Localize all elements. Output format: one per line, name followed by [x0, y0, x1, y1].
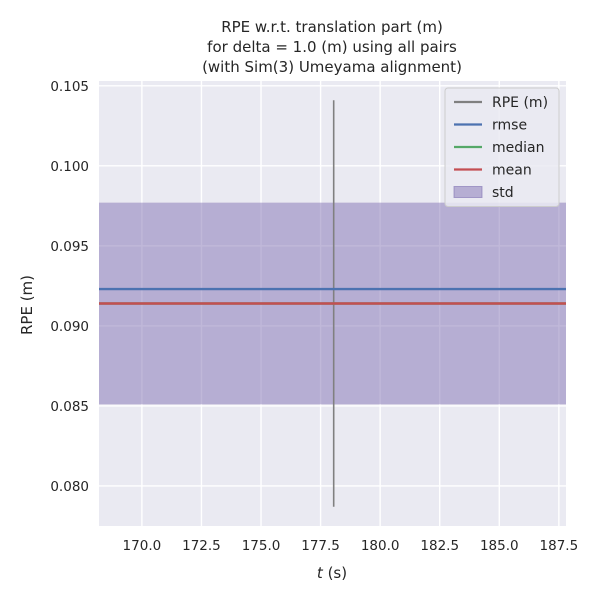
x-axis-label-unit: (s) — [323, 564, 347, 582]
x-tick-label: 175.0 — [242, 538, 281, 554]
x-tick-label: 170.0 — [123, 538, 162, 554]
y-tick-label: 0.085 — [50, 399, 89, 415]
tick-labels: 170.0 172.5 175.0 177.5 180.0 182.5 185.0 187.5… — [50, 79, 578, 554]
y-tick-label: 0.100 — [50, 159, 89, 175]
y-tick-label: 0.080 — [50, 479, 89, 495]
series-layer — [99, 100, 566, 507]
legend-label: RPE (m) — [492, 95, 548, 111]
chart-title-line-1: RPE w.r.t. translation part (m) — [221, 18, 443, 36]
y-tick-label: 0.090 — [50, 319, 89, 335]
chart-title-line-3: (with Sim(3) Umeyama alignment) — [202, 58, 462, 76]
y-tick-label: 0.105 — [50, 79, 89, 95]
legend-label: mean — [492, 163, 532, 179]
legend-label: std — [492, 185, 514, 201]
x-axis-label: t (s) — [317, 564, 347, 582]
chart-title: RPE w.r.t. translation part (m) for delt… — [202, 18, 462, 76]
legend-label: median — [492, 140, 544, 156]
legend-frame — [444, 87, 560, 207]
x-axis-label-var: t — [317, 564, 324, 582]
x-tick-label: 180.0 — [361, 538, 400, 554]
y-axis-label: RPE (m) — [18, 275, 36, 335]
x-tick-label: 187.5 — [540, 538, 579, 554]
legend: RPE (m) rmse median mean std — [444, 87, 560, 207]
x-tick-label: 182.5 — [420, 538, 459, 554]
x-tick-label: 177.5 — [301, 538, 340, 554]
chart-title-line-2: for delta = 1.0 (m) using all pairs — [207, 38, 457, 56]
legend-label: rmse — [492, 118, 527, 134]
x-tick-label: 185.0 — [480, 538, 519, 554]
legend-swatch — [453, 186, 483, 198]
y-tick-label: 0.095 — [50, 239, 89, 255]
x-tick-label: 172.5 — [182, 538, 221, 554]
